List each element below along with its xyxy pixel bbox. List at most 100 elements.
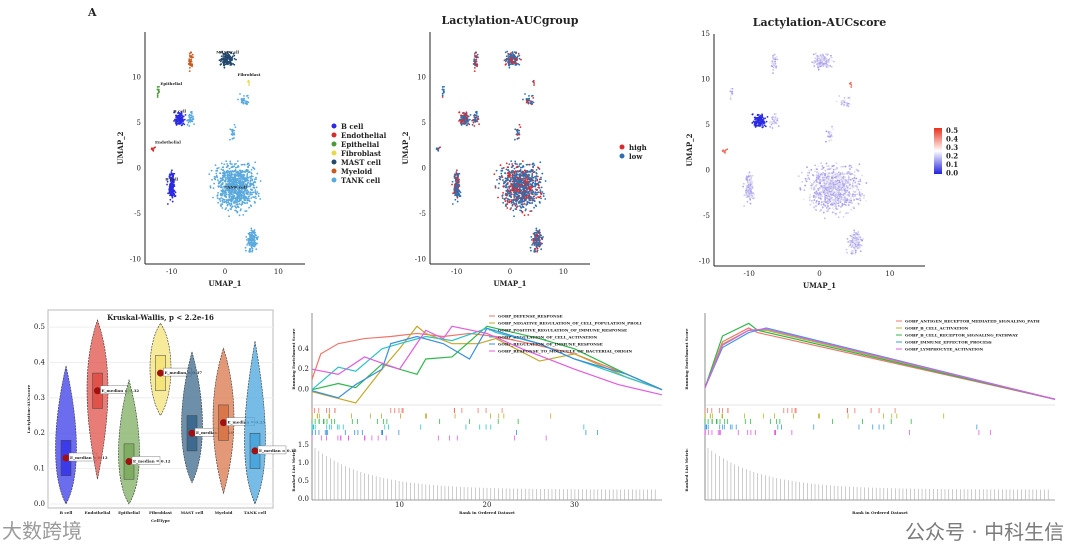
data-point: [225, 195, 227, 198]
data-point: [188, 58, 191, 61]
data-point: [247, 181, 250, 184]
data-point: [843, 97, 846, 99]
data-point: [854, 235, 857, 238]
data-point: [822, 176, 824, 179]
data-point: [513, 179, 516, 182]
data-point: [850, 199, 853, 202]
data-point: [239, 209, 242, 212]
data-point: [855, 193, 858, 196]
data-point: [471, 123, 474, 126]
data-point: [217, 201, 220, 204]
data-point: [832, 168, 835, 171]
data-point: [501, 197, 504, 200]
data-point: [831, 176, 834, 179]
data-point: [836, 192, 839, 195]
data-point: [242, 101, 245, 104]
data-point: [250, 229, 253, 232]
data-point: [255, 186, 258, 189]
data-point: [225, 183, 228, 185]
data-point: [815, 176, 818, 179]
data-point: [230, 58, 233, 60]
data-point: [840, 100, 843, 102]
data-point: [520, 58, 522, 61]
data-point: [512, 164, 515, 167]
data-point: [226, 204, 229, 207]
data-point: [259, 180, 262, 182]
data-point: [173, 195, 176, 198]
data-point: [528, 170, 531, 173]
data-point: [745, 193, 747, 195]
data-point: [533, 170, 536, 173]
data-point: [515, 180, 518, 183]
data-point: [240, 175, 243, 178]
data-point: [453, 188, 456, 191]
data-point: [222, 171, 225, 174]
data-point: [844, 190, 847, 193]
y-tick-label: 5: [422, 119, 426, 127]
data-point: [453, 191, 456, 193]
data-point: [526, 190, 528, 193]
data-point: [531, 174, 534, 177]
data-point: [827, 184, 830, 187]
data-point: [234, 201, 236, 204]
data-point: [826, 182, 829, 185]
data-point: [747, 180, 750, 183]
data-point: [236, 206, 239, 208]
data-point: [541, 237, 544, 240]
data-point: [455, 194, 458, 197]
data-point: [815, 179, 817, 182]
data-point: [729, 94, 732, 97]
data-point: [475, 58, 478, 61]
x-tick-label: 10: [885, 270, 894, 278]
colorbar-tick: 0.2: [946, 152, 958, 161]
data-point: [799, 188, 802, 191]
data-point: [512, 189, 514, 192]
data-point: [520, 203, 523, 206]
data-point: [772, 65, 775, 68]
data-point: [234, 188, 237, 191]
data-point: [171, 190, 173, 193]
data-point: [858, 193, 861, 196]
data-point: [534, 234, 536, 237]
data-point: [861, 239, 864, 242]
data-point: [232, 201, 235, 204]
data-point: [507, 59, 510, 62]
data-point: [156, 86, 159, 88]
data-point: [441, 96, 444, 98]
data-point: [537, 166, 539, 169]
data-point: [248, 170, 251, 173]
data-point: [749, 180, 752, 183]
data-point: [188, 113, 191, 116]
data-point: [729, 90, 732, 93]
data-point: [813, 199, 816, 201]
data-point: [513, 215, 515, 218]
y-tick-label: 5: [706, 121, 710, 129]
data-point: [519, 197, 522, 200]
data-point: [771, 62, 773, 64]
data-point: [825, 66, 828, 68]
data-point: [220, 168, 223, 171]
data-point: [231, 196, 234, 199]
data-point: [179, 112, 182, 115]
data-point: [529, 246, 532, 249]
data-point: [822, 191, 825, 194]
data-point: [515, 173, 518, 176]
data-point: [500, 169, 503, 172]
data-point: [761, 116, 764, 119]
data-point: [240, 176, 243, 179]
data-point: [152, 147, 155, 150]
data-point: [249, 234, 251, 237]
data-point: [847, 188, 850, 191]
data-point: [850, 166, 853, 169]
data-point: [530, 196, 532, 199]
data-point: [774, 116, 777, 119]
data-point: [751, 185, 754, 188]
data-point: [235, 206, 238, 209]
data-point: [525, 186, 528, 188]
y-tick-label: 0.3: [34, 394, 45, 402]
data-point: [525, 163, 528, 166]
data-point: [830, 183, 833, 185]
data-point: [222, 179, 225, 181]
x-tick-label: -10: [451, 268, 462, 276]
data-point: [817, 165, 820, 168]
